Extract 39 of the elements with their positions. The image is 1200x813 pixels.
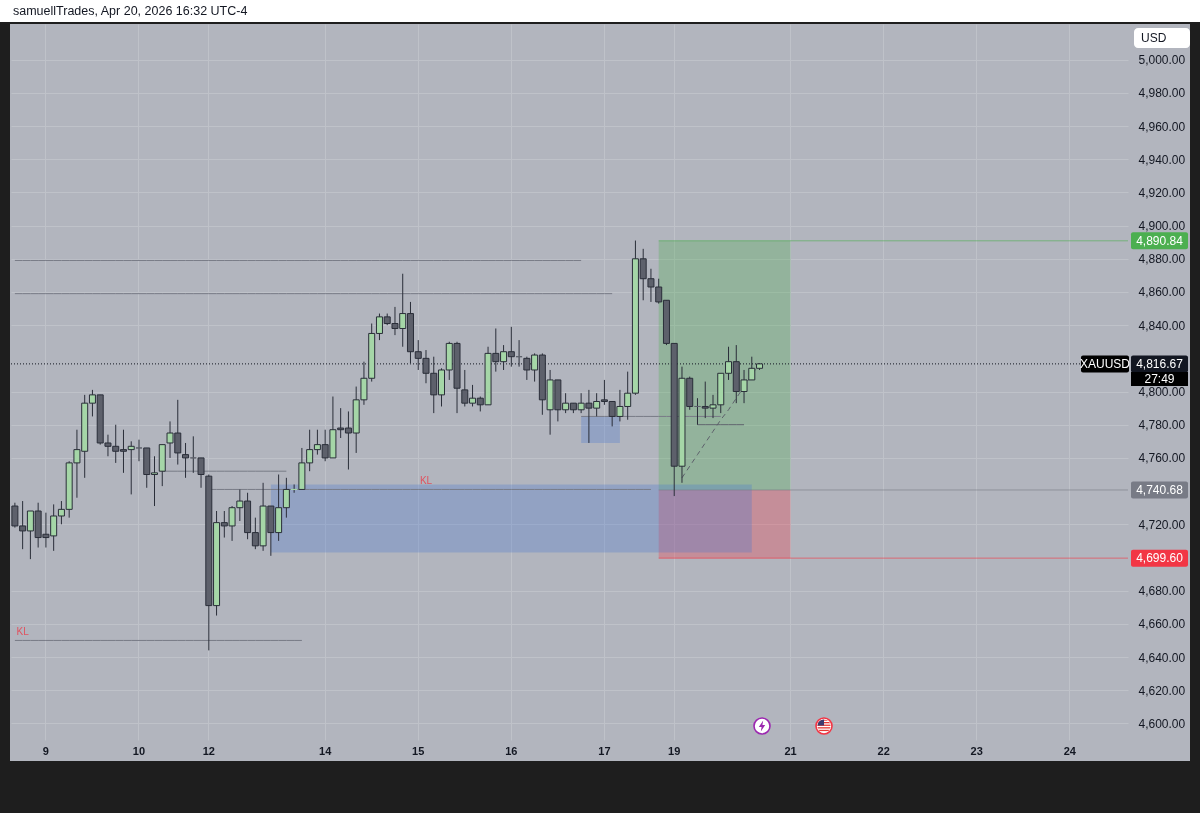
x-tick-label: 10 (132, 744, 146, 757)
y-tick-label: 5,000.00 (1138, 53, 1186, 68)
y-tick-label: 4,660.00 (1138, 617, 1186, 632)
x-tick-label: 17 (598, 744, 611, 757)
text: 27:49 (1144, 371, 1175, 386)
ref-line-label: 4,740.68 (1136, 482, 1184, 497)
x-tick-label: 24 (1063, 744, 1077, 757)
y-tick-label: 4,720.00 (1138, 517, 1186, 532)
y-tick-label: 4,880.00 (1138, 252, 1186, 267)
y-tick-label: 4,940.00 (1138, 152, 1186, 167)
y-tick-label: 4,600.00 (1138, 716, 1186, 731)
ref-line-label: 4,816.67 (1136, 356, 1184, 371)
chart-title: samuellTrades, Apr 20, 2026 16:32 UTC-4 (13, 4, 248, 18)
x-tick-label: 21 (784, 744, 797, 757)
ref-line-label: 4,699.60 (1136, 551, 1184, 566)
x-tick-label: 16 (505, 744, 518, 757)
y-tick-label: 4,760.00 (1138, 451, 1186, 466)
x-tick-label: 23 (970, 744, 983, 757)
y-axis-title: USD (1141, 31, 1167, 45)
ref-line-label: 4,890.84 (1136, 233, 1184, 248)
y-tick-label: 4,860.00 (1138, 285, 1186, 300)
y-tick-label: 4,800.00 (1138, 385, 1186, 400)
y-tick-label: 4,960.00 (1138, 119, 1186, 134)
y-tick-label: 4,780.00 (1138, 418, 1186, 433)
y-tick-label: 4,640.00 (1138, 650, 1186, 665)
x-tick-label: 9 (42, 744, 49, 757)
y-tick-label: 4,680.00 (1138, 584, 1186, 599)
x-tick-label: 14 (319, 744, 333, 757)
x-tick-label: 22 (877, 744, 890, 757)
x-tick-label: 15 (412, 744, 425, 757)
series-label: KL (16, 626, 30, 638)
y-tick-label: 4,900.00 (1138, 219, 1186, 234)
y-tick-label: 4,840.00 (1138, 318, 1186, 333)
x-tick-label: 12 (202, 744, 215, 757)
series-label: KL (419, 475, 433, 487)
y-tick-label: 4,980.00 (1138, 86, 1186, 101)
y-tick-label: 4,620.00 (1138, 683, 1186, 698)
x-tick-label: 19 (668, 744, 681, 757)
y-tick-label: 4,920.00 (1138, 185, 1186, 200)
